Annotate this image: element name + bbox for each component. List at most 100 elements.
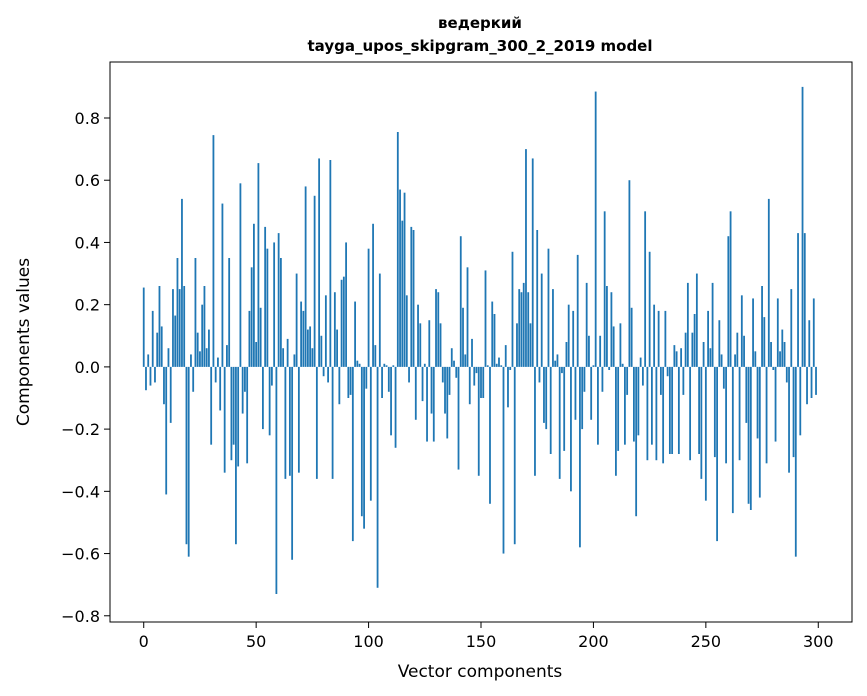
bar-51 xyxy=(257,163,260,367)
bar-89 xyxy=(342,276,345,367)
bar-78 xyxy=(318,158,321,367)
bar-201 xyxy=(594,91,597,367)
bar-37 xyxy=(226,345,228,367)
bar-192 xyxy=(574,366,577,420)
bar-31 xyxy=(212,135,215,367)
bar-193 xyxy=(576,254,579,367)
bar-124 xyxy=(421,366,424,402)
y-tick-label-2: −0.4 xyxy=(61,482,100,501)
bar-221 xyxy=(639,357,642,367)
bar-20 xyxy=(187,366,190,557)
bar-257 xyxy=(720,354,723,367)
bar-249 xyxy=(702,342,705,367)
y-tick-label-0: −0.8 xyxy=(61,607,100,626)
bar-132 xyxy=(439,323,442,367)
bar-85 xyxy=(333,292,336,367)
x-tick-label-1: 50 xyxy=(246,632,266,651)
bar-49 xyxy=(253,223,255,367)
bar-246 xyxy=(695,273,698,367)
bar-289 xyxy=(792,366,795,458)
bar-210 xyxy=(615,366,617,476)
bar-213 xyxy=(621,363,624,367)
bar-255 xyxy=(716,366,718,542)
bar-203 xyxy=(599,335,602,367)
bar-232 xyxy=(664,310,667,367)
bar-64 xyxy=(286,338,289,367)
bar-23 xyxy=(194,258,197,367)
bar-233 xyxy=(666,366,669,377)
bar-48 xyxy=(250,267,253,367)
bar-277 xyxy=(765,366,768,464)
bar-270 xyxy=(749,366,752,510)
bar-93 xyxy=(351,366,354,542)
bar-224 xyxy=(646,366,649,461)
bar-298 xyxy=(812,298,815,367)
bar-69 xyxy=(297,366,300,473)
bar-223 xyxy=(644,211,647,367)
bar-219 xyxy=(635,366,638,517)
bar-58 xyxy=(273,242,276,367)
bar-296 xyxy=(808,320,811,367)
bar-163 xyxy=(509,366,512,370)
bar-101 xyxy=(369,366,372,501)
bar-131 xyxy=(437,292,440,367)
bar-297 xyxy=(810,366,813,398)
bar-250 xyxy=(704,366,707,501)
bar-268 xyxy=(745,366,748,423)
bar-177 xyxy=(540,273,543,367)
x-axis-ticks: 0 50 100 150 200 250 300 xyxy=(139,622,834,651)
bar-174 xyxy=(534,366,536,476)
bar-291 xyxy=(797,233,799,367)
bar-215 xyxy=(626,366,629,395)
bar-95 xyxy=(356,360,359,367)
bar-241 xyxy=(684,332,687,367)
bar-299 xyxy=(815,366,817,395)
bar-139 xyxy=(455,366,458,378)
y-tick-label-7: 0.6 xyxy=(75,171,100,190)
bar-121 xyxy=(414,366,417,420)
bar-273 xyxy=(756,366,759,439)
x-tick-label-6: 300 xyxy=(803,632,834,651)
bar-119 xyxy=(410,226,413,367)
y-tick-label-1: −0.6 xyxy=(61,545,100,564)
x-tick-label-5: 250 xyxy=(691,632,722,651)
bar-12 xyxy=(169,366,172,423)
bar-205 xyxy=(603,211,606,367)
chart-title-line-2: tayga_upos_skipgram_300_2_2019 model xyxy=(308,37,653,55)
bar-55 xyxy=(266,248,269,367)
bar-222 xyxy=(641,366,644,386)
bar-267 xyxy=(743,335,745,367)
bar-260 xyxy=(727,236,730,367)
bar-209 xyxy=(612,326,615,367)
bar-243 xyxy=(689,366,692,461)
bar-127 xyxy=(428,320,431,367)
x-tick-label-2: 100 xyxy=(353,632,384,651)
bar-293 xyxy=(801,86,804,367)
x-axis-label: Vector components xyxy=(398,662,563,682)
bar-88 xyxy=(340,279,343,367)
bar-191 xyxy=(572,310,575,367)
bar-153 xyxy=(486,365,489,367)
bar-104 xyxy=(376,366,379,588)
bar-118 xyxy=(408,366,410,383)
bar-258 xyxy=(722,366,725,389)
bar-266 xyxy=(740,295,743,367)
bar-126 xyxy=(426,366,428,442)
bar-38 xyxy=(228,258,231,367)
bar-99 xyxy=(365,366,368,389)
bar-7 xyxy=(158,286,161,367)
bar-187 xyxy=(563,366,566,451)
bar-70 xyxy=(300,301,303,367)
bar-275 xyxy=(761,286,763,367)
x-tick-label-0: 0 xyxy=(139,632,149,651)
bar-282 xyxy=(776,298,779,367)
bar-208 xyxy=(610,292,613,367)
bar-259 xyxy=(725,366,727,464)
bar-123 xyxy=(419,323,422,367)
bar-166 xyxy=(516,323,518,367)
bar-148 xyxy=(475,366,478,374)
bar-199 xyxy=(590,366,593,420)
bar-240 xyxy=(682,366,685,395)
bar-200 xyxy=(592,365,595,367)
bar-239 xyxy=(680,348,683,367)
